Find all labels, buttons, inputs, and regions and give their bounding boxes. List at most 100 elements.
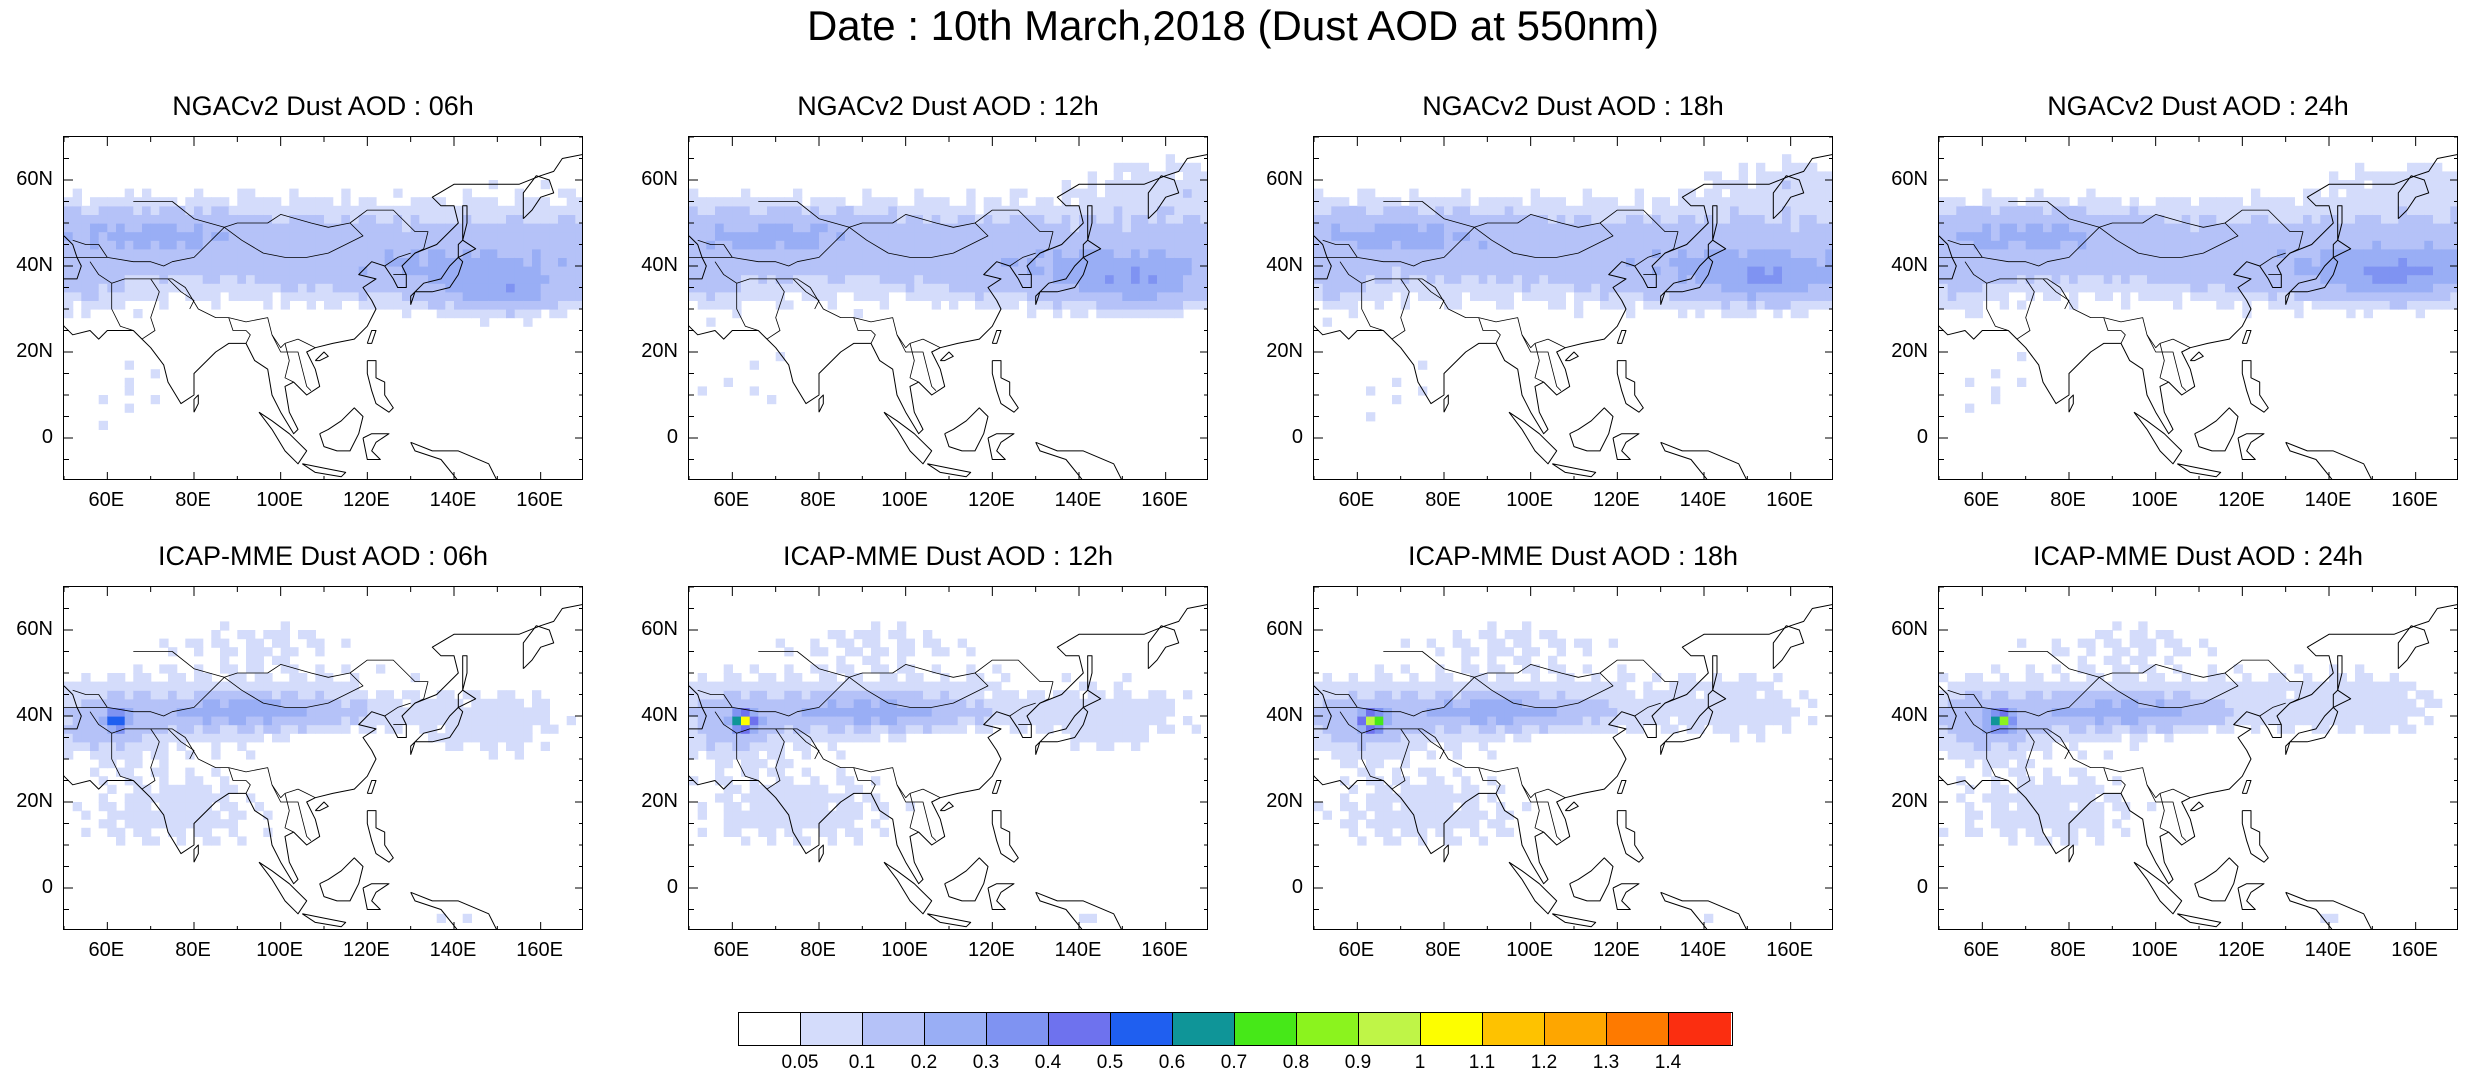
aod-field [64,180,583,430]
lon-tick-label: 140E [1043,489,1113,511]
lat-tick-label: 20N [3,340,53,362]
lat-tick-label: 0 [3,426,53,448]
lat-tick-label: 40N [628,704,678,726]
lon-tick-label: 80E [1408,939,1478,961]
map-panel [688,586,1208,930]
lat-tick-label: 40N [3,704,53,726]
panel-title: NGACv2 Dust AOD : 18h [1273,90,1873,122]
lon-tick-label: 80E [2033,939,2103,961]
lon-tick-label: 60E [1946,489,2016,511]
lon-tick-label: 60E [696,489,766,511]
lon-tick-label: 60E [1946,939,2016,961]
panel-title: NGACv2 Dust AOD : 06h [23,90,623,122]
lon-tick-label: 140E [418,939,488,961]
colorbar-box [1483,1013,1545,1045]
map-panel [1313,136,1833,480]
lon-tick-label: 140E [1668,939,1738,961]
lon-tick-label: 160E [1130,489,1200,511]
lat-tick-label: 40N [1253,704,1303,726]
map-canvas [689,137,1208,480]
lon-tick-label: 80E [783,939,853,961]
colorbar-box [1421,1013,1483,1045]
lat-tick-label: 0 [1253,876,1303,898]
lon-tick-label: 100E [870,489,940,511]
map-panel [1313,586,1833,930]
map-panel [63,586,583,930]
map-canvas [689,587,1208,930]
lat-tick-label: 20N [628,790,678,812]
lon-tick-label: 140E [1668,489,1738,511]
lon-tick-label: 100E [245,489,315,511]
map-panel [1938,136,2458,480]
lon-tick-label: 100E [2120,489,2190,511]
map-panel [63,136,583,480]
lon-tick-label: 160E [505,489,575,511]
lat-tick-label: 20N [1878,340,1928,362]
lon-tick-label: 60E [696,939,766,961]
map-canvas [1314,587,1833,930]
lat-tick-label: 0 [3,876,53,898]
panel-title: ICAP-MME Dust AOD : 12h [648,540,1248,572]
colorbar-box [1359,1013,1421,1045]
colorbar-box [1669,1013,1731,1045]
lon-tick-label: 120E [2206,489,2276,511]
panel-title: ICAP-MME Dust AOD : 18h [1273,540,1873,572]
lon-tick-label: 80E [2033,489,2103,511]
lon-tick-label: 160E [505,939,575,961]
lat-tick-label: 60N [3,618,53,640]
lon-tick-label: 80E [1408,489,1478,511]
colorbar-box [1049,1013,1111,1045]
lon-tick-label: 140E [418,489,488,511]
lat-tick-label: 40N [628,254,678,276]
lon-tick-label: 60E [71,939,141,961]
lon-tick-label: 100E [2120,939,2190,961]
lon-tick-label: 160E [1755,939,1825,961]
lon-tick-label: 140E [2293,939,2363,961]
lat-tick-label: 60N [3,168,53,190]
lon-tick-label: 60E [1321,939,1391,961]
map-canvas [64,137,583,480]
map-canvas [1939,587,2458,930]
lon-tick-label: 160E [1130,939,1200,961]
lon-tick-label: 120E [956,489,1026,511]
lon-tick-label: 160E [2380,939,2450,961]
lon-tick-label: 120E [956,939,1026,961]
lat-tick-label: 60N [1878,168,1928,190]
lon-tick-label: 120E [2206,939,2276,961]
aod-field [1939,621,2442,923]
figure-title: Date : 10th March,2018 (Dust AOD at 550n… [0,2,2466,50]
lat-tick-label: 20N [1878,790,1928,812]
aod-field [1314,621,1817,923]
colorbar-box [925,1013,987,1045]
colorbar-box [1173,1013,1235,1045]
lon-tick-label: 80E [783,489,853,511]
lat-tick-label: 60N [1253,618,1303,640]
lat-tick-label: 0 [628,876,678,898]
lon-tick-label: 120E [331,489,401,511]
lon-tick-label: 100E [245,939,315,961]
lon-tick-label: 100E [1495,939,1565,961]
aod-field [689,621,1201,923]
lon-tick-label: 80E [158,939,228,961]
coastlines [1939,604,2458,930]
map-canvas [1314,137,1833,480]
panel-title: NGACv2 Dust AOD : 12h [648,90,1248,122]
lon-tick-label: 140E [2293,489,2363,511]
lat-tick-label: 60N [628,168,678,190]
colorbar-box [1111,1013,1173,1045]
lat-tick-label: 20N [3,790,53,812]
colorbar-box [739,1013,801,1045]
lat-tick-label: 0 [1253,426,1303,448]
lat-tick-label: 20N [628,340,678,362]
lat-tick-label: 20N [1253,340,1303,362]
lat-tick-label: 60N [1878,618,1928,640]
lat-tick-label: 40N [1878,704,1928,726]
map-canvas [64,587,583,930]
lat-tick-label: 60N [628,618,678,640]
colorbar-box [1297,1013,1359,1045]
lon-tick-label: 100E [870,939,940,961]
lon-tick-label: 160E [1755,489,1825,511]
lon-tick-label: 60E [71,489,141,511]
coastlines [1314,604,1833,930]
colorbar-box [987,1013,1049,1045]
